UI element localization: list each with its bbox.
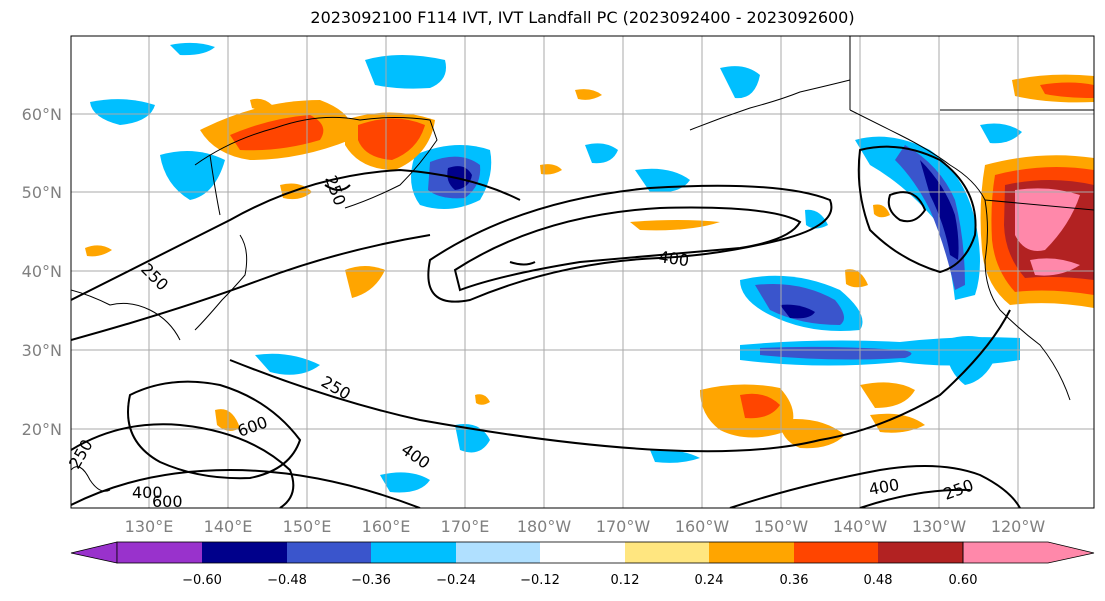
lon-label-170w: 170°W	[596, 517, 651, 536]
colorbar-segment	[202, 542, 287, 563]
lon-label-150w: 150°W	[754, 517, 809, 536]
positive-anomaly-region	[575, 89, 602, 100]
colorbar-extend-low	[70, 541, 118, 564]
negative-anomaly-region	[650, 449, 700, 463]
positive-anomaly-region	[250, 98, 272, 110]
lon-label-180w: 180°W	[517, 517, 572, 536]
negative-anomaly-region	[895, 145, 965, 290]
positive-anomaly-region	[860, 382, 915, 408]
colorbar-tick-label: −0.24	[436, 573, 476, 588]
negative-anomaly-region	[160, 151, 225, 200]
negative-anomaly-region	[720, 66, 760, 99]
positive-anomaly-region	[85, 245, 112, 257]
positive-anomaly-region	[870, 413, 925, 433]
colorbar	[70, 541, 1095, 564]
ivt-contours	[71, 145, 1021, 508]
coastlines	[71, 36, 1094, 492]
colorbar-tick-label: −0.60	[182, 573, 222, 588]
lat-label-40n: 40°N	[22, 262, 62, 281]
lon-label-150e: 150°E	[283, 517, 332, 536]
colorbar-tick-label: 0.24	[695, 573, 724, 588]
negative-anomaly-region	[365, 55, 446, 89]
negative-anomaly-region	[755, 284, 844, 325]
colorbar-segment	[625, 542, 709, 563]
positive-anomaly-region	[1040, 82, 1094, 98]
negative-anomaly-region	[90, 99, 155, 125]
longitude-labels: 130°E 140°E 150°E 160°E 170°E 180°W 170°…	[125, 517, 1046, 536]
colorbar-tick-label: −0.12	[520, 573, 560, 588]
colorbar-tick-label: 0.60	[949, 573, 978, 588]
colorbar-extend-high	[962, 541, 1095, 564]
negative-anomaly-region	[585, 143, 618, 164]
lon-label-170e: 170°E	[441, 517, 490, 536]
colorbar-segment	[878, 542, 963, 563]
positive-anomaly-region	[475, 394, 490, 405]
contour-label-400-southwest: 400	[132, 483, 163, 502]
negative-anomaly-region	[945, 336, 1000, 385]
negative-anomaly-region	[255, 353, 320, 375]
colorbar-tick-label: −0.48	[267, 573, 307, 588]
colorbar-segment	[117, 542, 202, 563]
latitude-labels: 20°N 30°N 40°N 50°N 60°N	[22, 105, 62, 439]
positive-anomaly-region	[740, 393, 780, 419]
lon-label-160e: 160°E	[362, 517, 411, 536]
positive-anomaly-region	[845, 269, 868, 288]
positive-anomaly-region	[230, 115, 324, 151]
colorbar-segment	[371, 542, 456, 563]
contour-label-400-central: 400	[657, 247, 690, 270]
positive-anomaly-region	[780, 419, 845, 449]
lat-label-30n: 30°N	[22, 341, 62, 360]
lat-label-20n: 20°N	[22, 420, 62, 439]
lat-label-50n: 50°N	[22, 183, 62, 202]
colorbar-segment	[794, 542, 878, 563]
colorbar-tick-label: 0.12	[611, 573, 640, 588]
colorbar-segment	[709, 542, 794, 563]
negative-anomaly-region	[170, 42, 215, 56]
negative-anomaly-region	[380, 472, 430, 493]
lat-label-60n: 60°N	[22, 105, 62, 124]
positive-anomaly-region	[630, 220, 720, 231]
lon-label-120w: 120°W	[991, 517, 1046, 536]
lon-label-140w: 140°W	[833, 517, 888, 536]
colorbar-tick-label: 0.48	[864, 573, 893, 588]
negative-anomaly-region	[780, 304, 815, 319]
contour-label-600-southwest: 600	[152, 492, 183, 511]
positive-anomaly-region	[358, 118, 425, 160]
positive-anomaly-region	[540, 164, 562, 175]
colorbar-tick-label: −0.36	[351, 573, 391, 588]
positive-anomaly-region	[345, 266, 385, 298]
colorbar-ticks: −0.60 −0.48 −0.36 −0.24 −0.12 0.12 0.24 …	[182, 573, 977, 588]
positive-anomaly-region	[873, 204, 890, 218]
colorbar-tick-label: 0.36	[780, 573, 809, 588]
negative-anomaly-region	[980, 123, 1022, 144]
map-title: 2023092100 F114 IVT, IVT Landfall PC (20…	[310, 8, 855, 27]
lon-label-130w: 130°W	[912, 517, 967, 536]
lon-label-140e: 140°E	[204, 517, 253, 536]
map-frame	[70, 35, 1095, 509]
colorbar-segment	[540, 542, 625, 563]
lon-label-130e: 130°E	[125, 517, 174, 536]
colorbar-segment	[287, 542, 371, 563]
lon-label-160w: 160°W	[675, 517, 730, 536]
colorbar-segment	[456, 542, 540, 563]
